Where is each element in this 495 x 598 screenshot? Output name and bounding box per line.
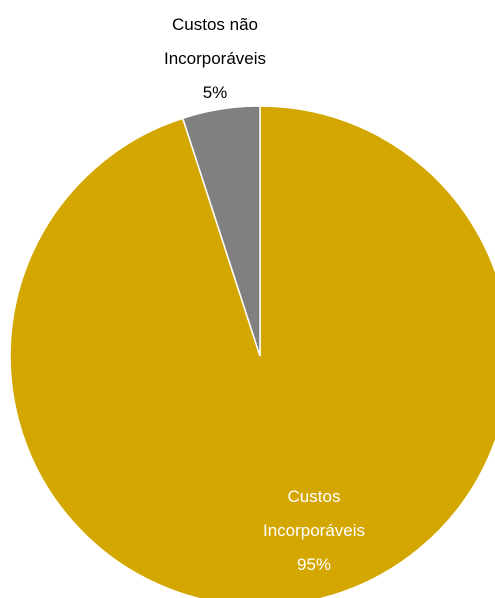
slice-label-line-2: Incorporáveis [164, 49, 266, 68]
pie-slice-1 [181, 105, 261, 357]
slice-percent-label: 5% [203, 83, 228, 102]
pie-slice-0 [9, 105, 495, 598]
slice-label-line-1: Custos não [172, 15, 258, 34]
slice-label-line-2: Incorporáveis [263, 521, 365, 540]
slice-percent-label: 95% [297, 555, 331, 574]
slice-label-line-1: Custos [288, 487, 341, 506]
slice-label-custos-nao-incorporaveis: Custos não Incorporáveis 5% [164, 15, 266, 102]
slice-label-custos-incorporaveis: Custos Incorporáveis 95% [263, 487, 365, 574]
pie-slices [9, 105, 495, 598]
